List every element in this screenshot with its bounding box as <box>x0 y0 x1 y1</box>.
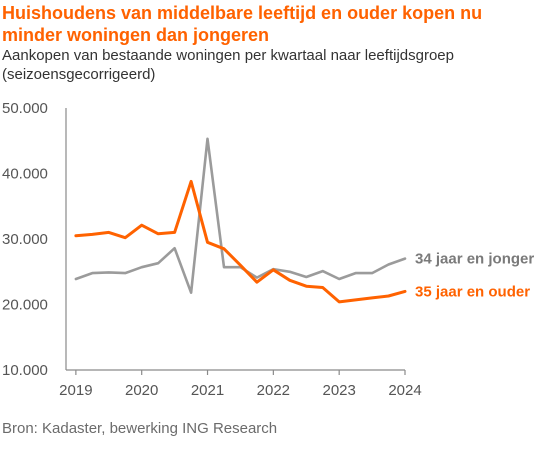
y-axis: 10.000 20.000 30.000 40.000 50.000 <box>2 100 67 379</box>
x-tick-label: 2020 <box>125 382 158 399</box>
x-tick-label: 2024 <box>388 382 421 399</box>
y-tick-label: 10.000 <box>2 362 48 379</box>
series-labels: 34 jaar en jonger 35 jaar en ouder <box>415 251 534 301</box>
x-tick-label: 2019 <box>59 382 92 399</box>
x-tick-label: 2021 <box>191 382 224 399</box>
y-tick-label: 20.000 <box>2 297 48 314</box>
series-line-2 <box>74 179 407 304</box>
series-label-2: 35 jaar en ouder <box>415 283 530 300</box>
chart-title: Huishoudens van middelbare leeftijd en o… <box>2 3 483 45</box>
y-tick-label: 50.000 <box>2 100 48 117</box>
series-label-1: 34 jaar en jonger <box>415 251 534 268</box>
series-line-1 <box>74 137 407 295</box>
series-layer <box>74 137 407 304</box>
x-tick-label: 2022 <box>257 382 290 399</box>
y-tick-label: 40.000 <box>2 166 48 183</box>
x-tick-label: 2023 <box>322 382 355 399</box>
y-tick-label: 30.000 <box>2 231 48 248</box>
chart-subtitle: Aankopen van bestaande woningen per kwar… <box>2 47 454 83</box>
x-axis: 2019 2020 2021 2022 2023 2024 <box>59 369 422 399</box>
source-note: Bron: Kadaster, bewerking ING Research <box>2 420 278 437</box>
